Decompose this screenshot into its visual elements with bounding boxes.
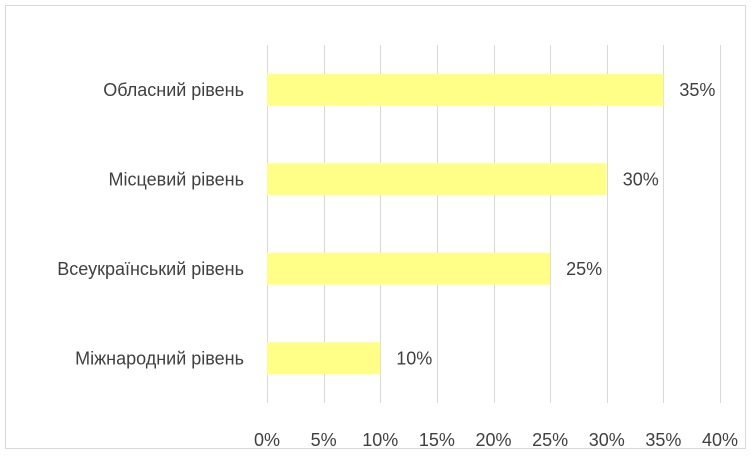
- chart-border: [5, 5, 746, 449]
- x-tick-label: 30%: [589, 430, 625, 450]
- bar: [267, 252, 551, 285]
- x-tick-label: 20%: [475, 430, 511, 450]
- category-label: Місцевий рівень: [109, 169, 244, 189]
- bar: [267, 342, 381, 375]
- data-label: 10%: [396, 348, 432, 368]
- data-label: 35%: [679, 80, 715, 100]
- x-tick-label: 10%: [362, 430, 398, 450]
- bar: [267, 163, 607, 196]
- x-tick-label: 40%: [702, 430, 738, 450]
- x-tick-label: 35%: [645, 430, 681, 450]
- x-tick-label: 5%: [311, 430, 337, 450]
- bar: [267, 73, 664, 106]
- x-tick-label: 25%: [532, 430, 568, 450]
- labels: 0% 5% 10% 15% 20% 25% 30% 35% 40% Обласний рівень…: [57, 80, 738, 450]
- category-label: Обласний рівень: [103, 80, 244, 100]
- category-label: Всеукраїнський рівень: [57, 259, 244, 279]
- data-label: 30%: [623, 169, 659, 189]
- bars: [267, 73, 664, 375]
- x-tick-label: 0%: [254, 430, 280, 450]
- category-label: Міжнародний рівень: [75, 348, 244, 368]
- data-label: 25%: [566, 259, 602, 279]
- x-tick-label: 15%: [419, 430, 455, 450]
